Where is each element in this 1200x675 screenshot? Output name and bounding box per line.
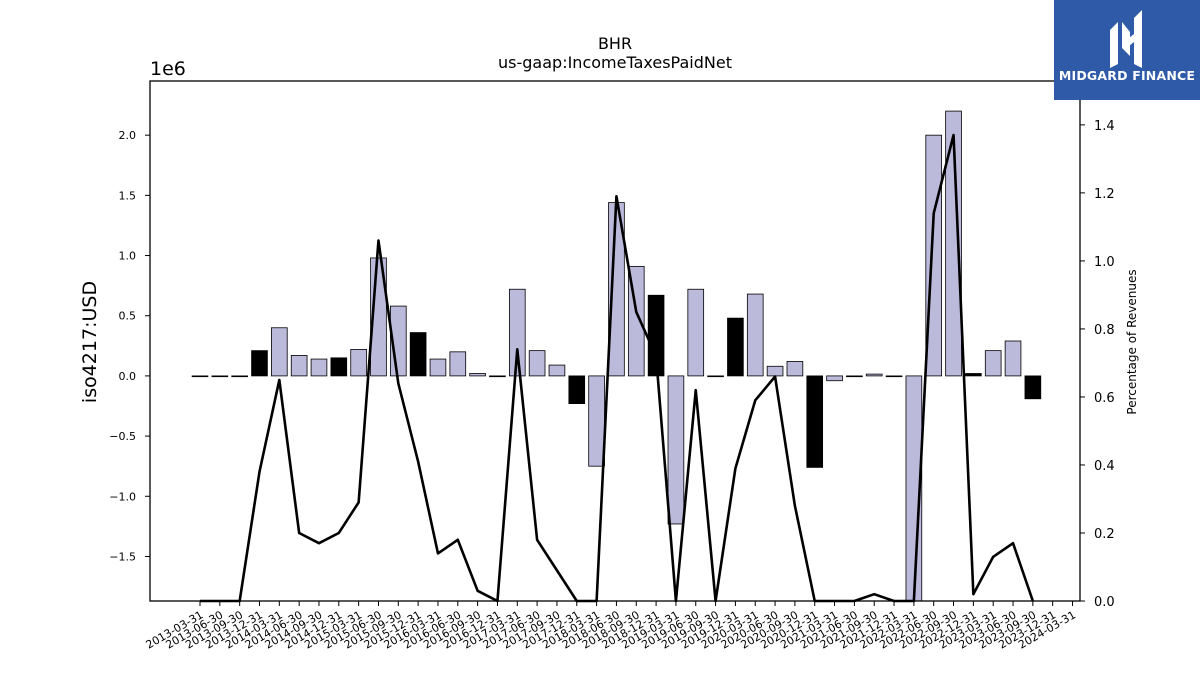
y2-axis-label: Percentage of Revenues (1125, 269, 1139, 414)
bar (528, 350, 546, 377)
y-tick-label: −1.5 (109, 550, 136, 563)
bar (806, 375, 824, 468)
bar (588, 375, 605, 467)
bar (350, 349, 367, 377)
bar (508, 288, 526, 377)
bar (191, 375, 209, 378)
y2-tick-label: 0.4 (1094, 459, 1115, 474)
bar (727, 317, 744, 377)
bar (945, 110, 962, 377)
bar (251, 350, 268, 377)
y2-axis: 0.0 0.2 0.4 0.6 0.8 1.0 1.2 1.4 (1080, 119, 1115, 610)
bar (310, 358, 328, 377)
bar (211, 375, 229, 378)
y-tick-label: 0.0 (119, 370, 137, 383)
bar (231, 375, 248, 378)
bar (489, 375, 506, 378)
brand-logo-text: MIDGARD FINANCE (1058, 68, 1196, 83)
bar (826, 375, 843, 382)
y2-tick-label: 1.0 (1094, 255, 1115, 270)
midgard-logo-icon (1110, 10, 1142, 68)
bar (885, 375, 903, 378)
bar (290, 355, 308, 377)
y2-tick-label: 0.2 (1094, 527, 1115, 542)
bar (766, 365, 784, 377)
chart-title: BHR (598, 34, 632, 53)
bar (449, 351, 467, 377)
bar (984, 350, 1002, 377)
y-tick-label: 1.0 (119, 250, 137, 263)
y-tick-label: 1.5 (119, 189, 137, 202)
bar (846, 375, 863, 378)
y2-tick-label: 0.8 (1094, 323, 1115, 338)
bar (687, 288, 705, 377)
x-axis: 2013-03-312013-06-302013-09-302013-12-31… (144, 601, 1078, 652)
y-tick-label: −0.5 (109, 430, 136, 443)
y-axis-offset-text: 1e6 (150, 58, 186, 80)
bar (330, 357, 348, 377)
y2-tick-label: 0.6 (1094, 391, 1115, 406)
bar (786, 361, 804, 377)
y-axis: −1.5 −1.0 −0.5 0.0 0.5 1.0 1.5 2.0 (109, 129, 150, 563)
bar (865, 373, 883, 377)
bar (1004, 340, 1022, 377)
chart-subtitle: us-gaap:IncomeTaxesPaidNet (498, 53, 732, 72)
y-tick-label: 0.5 (119, 310, 137, 323)
bar (429, 358, 447, 377)
y-axis-label: iso4217:USD (79, 281, 101, 403)
bar (469, 373, 486, 377)
y-tick-label: 2.0 (119, 129, 137, 142)
bar (746, 293, 764, 377)
bar (568, 375, 586, 405)
y2-tick-label: 1.2 (1094, 187, 1115, 202)
brand-logo: MIDGARD FINANCE (1054, 0, 1200, 100)
bar (548, 364, 566, 377)
bar (1024, 375, 1042, 400)
y-tick-label: −1.0 (109, 490, 136, 503)
bar (707, 375, 724, 378)
bar (965, 373, 982, 377)
bar (667, 375, 685, 525)
y2-tick-label: 1.4 (1094, 119, 1115, 134)
bars-group (191, 110, 1042, 602)
y2-tick-label: 0.0 (1094, 595, 1115, 610)
plot-frame (149, 80, 1081, 602)
bar (409, 332, 427, 377)
bar (271, 327, 288, 377)
